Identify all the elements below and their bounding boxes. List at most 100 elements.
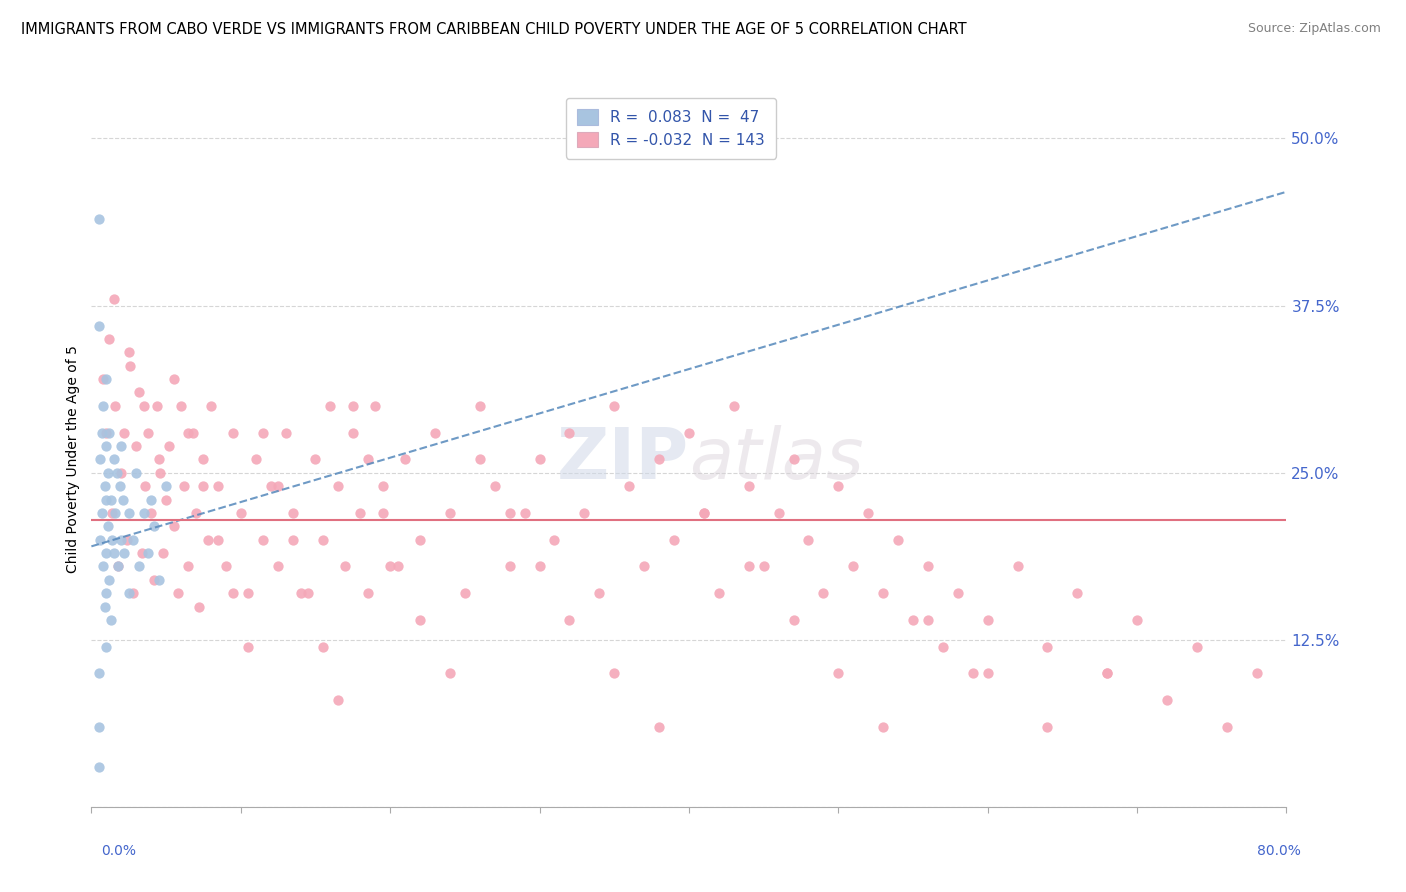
Point bbox=[409, 613, 432, 627]
Point bbox=[215, 559, 238, 574]
Point bbox=[136, 425, 159, 440]
Point bbox=[558, 613, 581, 627]
Point bbox=[342, 425, 364, 440]
Y-axis label: Child Poverty Under the Age of 5: Child Poverty Under the Age of 5 bbox=[66, 345, 80, 574]
Point bbox=[122, 586, 145, 600]
Point bbox=[170, 399, 193, 413]
Point bbox=[148, 452, 170, 467]
Point bbox=[87, 666, 110, 681]
Point bbox=[901, 613, 924, 627]
Text: ZIP: ZIP bbox=[557, 425, 689, 494]
Point bbox=[1097, 666, 1119, 681]
Point bbox=[394, 452, 416, 467]
Point bbox=[858, 506, 880, 520]
Point bbox=[326, 479, 349, 493]
Point bbox=[259, 479, 281, 493]
Point bbox=[245, 452, 267, 467]
Point bbox=[962, 666, 984, 681]
Point bbox=[723, 399, 745, 413]
Point bbox=[1036, 640, 1059, 654]
Point bbox=[1246, 666, 1268, 681]
Point bbox=[1216, 720, 1239, 734]
Point bbox=[678, 425, 700, 440]
Point bbox=[193, 452, 215, 467]
Point bbox=[132, 506, 155, 520]
Point bbox=[588, 586, 610, 600]
Point bbox=[423, 425, 446, 440]
Point bbox=[813, 586, 835, 600]
Point bbox=[290, 586, 312, 600]
Point bbox=[1097, 666, 1119, 681]
Point bbox=[162, 519, 184, 533]
Point bbox=[134, 479, 156, 493]
Point bbox=[97, 466, 120, 480]
Point bbox=[173, 479, 195, 493]
Point bbox=[93, 559, 115, 574]
Point bbox=[946, 586, 969, 600]
Point bbox=[304, 452, 326, 467]
Point bbox=[782, 452, 804, 467]
Point bbox=[364, 399, 387, 413]
Point bbox=[104, 506, 127, 520]
Point bbox=[155, 479, 177, 493]
Point bbox=[96, 492, 118, 507]
Point bbox=[96, 439, 118, 453]
Point bbox=[125, 439, 148, 453]
Point bbox=[197, 533, 219, 547]
Point bbox=[1185, 640, 1208, 654]
Point bbox=[96, 640, 118, 654]
Point bbox=[274, 425, 297, 440]
Point bbox=[1066, 586, 1088, 600]
Point bbox=[110, 439, 132, 453]
Point bbox=[252, 425, 274, 440]
Point bbox=[103, 546, 125, 560]
Point bbox=[335, 559, 357, 574]
Point bbox=[529, 452, 551, 467]
Point bbox=[143, 573, 166, 587]
Point bbox=[94, 599, 117, 614]
Point bbox=[93, 372, 115, 386]
Point bbox=[326, 693, 349, 707]
Point bbox=[96, 425, 118, 440]
Point bbox=[157, 439, 180, 453]
Point bbox=[115, 533, 138, 547]
Point bbox=[976, 666, 998, 681]
Point bbox=[529, 559, 551, 574]
Point bbox=[1126, 613, 1149, 627]
Point bbox=[107, 559, 129, 574]
Point bbox=[297, 586, 319, 600]
Point bbox=[87, 211, 110, 226]
Point bbox=[357, 586, 380, 600]
Point bbox=[132, 399, 155, 413]
Point bbox=[797, 533, 820, 547]
Point bbox=[98, 332, 121, 346]
Point bbox=[281, 506, 304, 520]
Point bbox=[468, 399, 491, 413]
Point bbox=[872, 720, 894, 734]
Point bbox=[98, 573, 121, 587]
Point bbox=[162, 372, 184, 386]
Point bbox=[193, 479, 215, 493]
Point bbox=[737, 479, 759, 493]
Point bbox=[146, 399, 169, 413]
Point bbox=[103, 292, 125, 306]
Point bbox=[131, 546, 153, 560]
Point bbox=[349, 506, 371, 520]
Point bbox=[149, 466, 172, 480]
Point bbox=[342, 399, 364, 413]
Point bbox=[108, 479, 131, 493]
Point bbox=[122, 533, 145, 547]
Point bbox=[93, 399, 115, 413]
Point bbox=[387, 559, 409, 574]
Point bbox=[1036, 720, 1059, 734]
Point bbox=[439, 666, 461, 681]
Point bbox=[120, 359, 142, 373]
Point bbox=[380, 559, 402, 574]
Point bbox=[319, 399, 342, 413]
Point bbox=[98, 425, 121, 440]
Point bbox=[499, 506, 522, 520]
Point bbox=[976, 613, 998, 627]
Point bbox=[499, 559, 522, 574]
Point bbox=[648, 720, 671, 734]
Point bbox=[101, 506, 124, 520]
